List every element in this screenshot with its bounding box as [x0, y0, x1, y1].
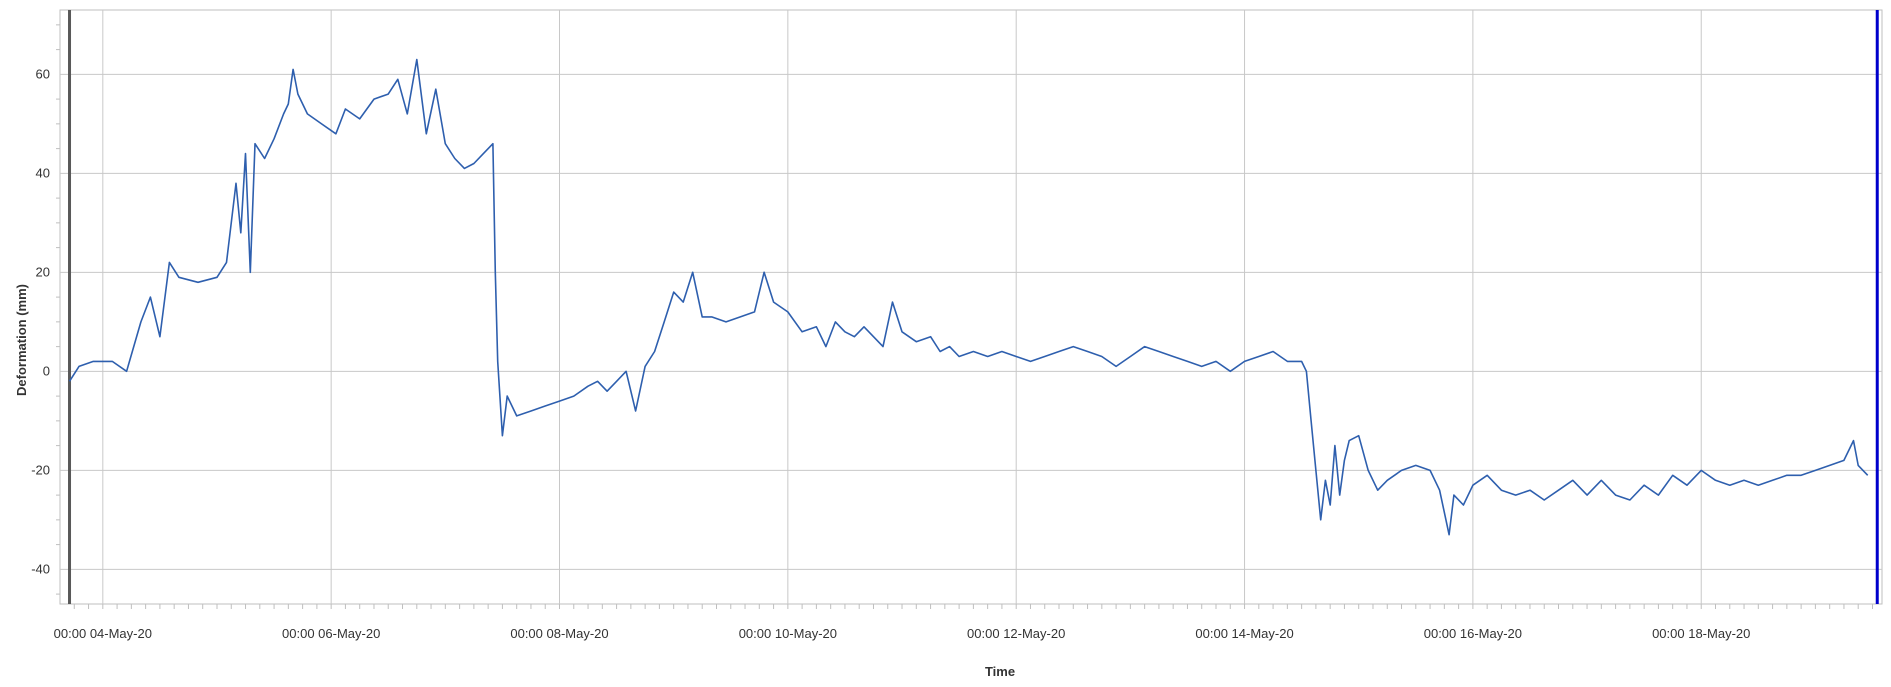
- y-tick-label: 20: [36, 264, 50, 279]
- x-tick-label: 00:00 04-May-20: [54, 626, 152, 641]
- x-tick-label: 00:00 08-May-20: [510, 626, 608, 641]
- x-tick-label: 00:00 06-May-20: [282, 626, 380, 641]
- x-axis-title: Time: [985, 664, 1015, 679]
- grid: [59, 9, 1883, 605]
- series-line-0: [68, 58, 1869, 536]
- axes: 60 40 20 0 -20 -40 00:00 04-May-20 00:00 06-May…: [31, 24, 1873, 641]
- range-markers: [68, 10, 1879, 604]
- x-tick-label: 00:00 14-May-20: [1195, 626, 1293, 641]
- plot-frame: [59, 9, 1883, 605]
- y-tick-label: -40: [31, 561, 50, 576]
- y-tick-label: 40: [36, 165, 50, 180]
- y-tick-label: -20: [31, 462, 50, 477]
- y-tick-label: 0: [43, 363, 50, 378]
- y-axis-title: Deformation (mm): [14, 284, 29, 396]
- x-tick-label: 00:00 10-May-20: [739, 626, 837, 641]
- x-tick-label: 00:00 16-May-20: [1424, 626, 1522, 641]
- x-tick-label: 00:00 18-May-20: [1652, 626, 1750, 641]
- y-tick-label: 60: [36, 66, 50, 81]
- x-tick-label: 00:00 12-May-20: [967, 626, 1065, 641]
- series-layer: [68, 58, 1869, 536]
